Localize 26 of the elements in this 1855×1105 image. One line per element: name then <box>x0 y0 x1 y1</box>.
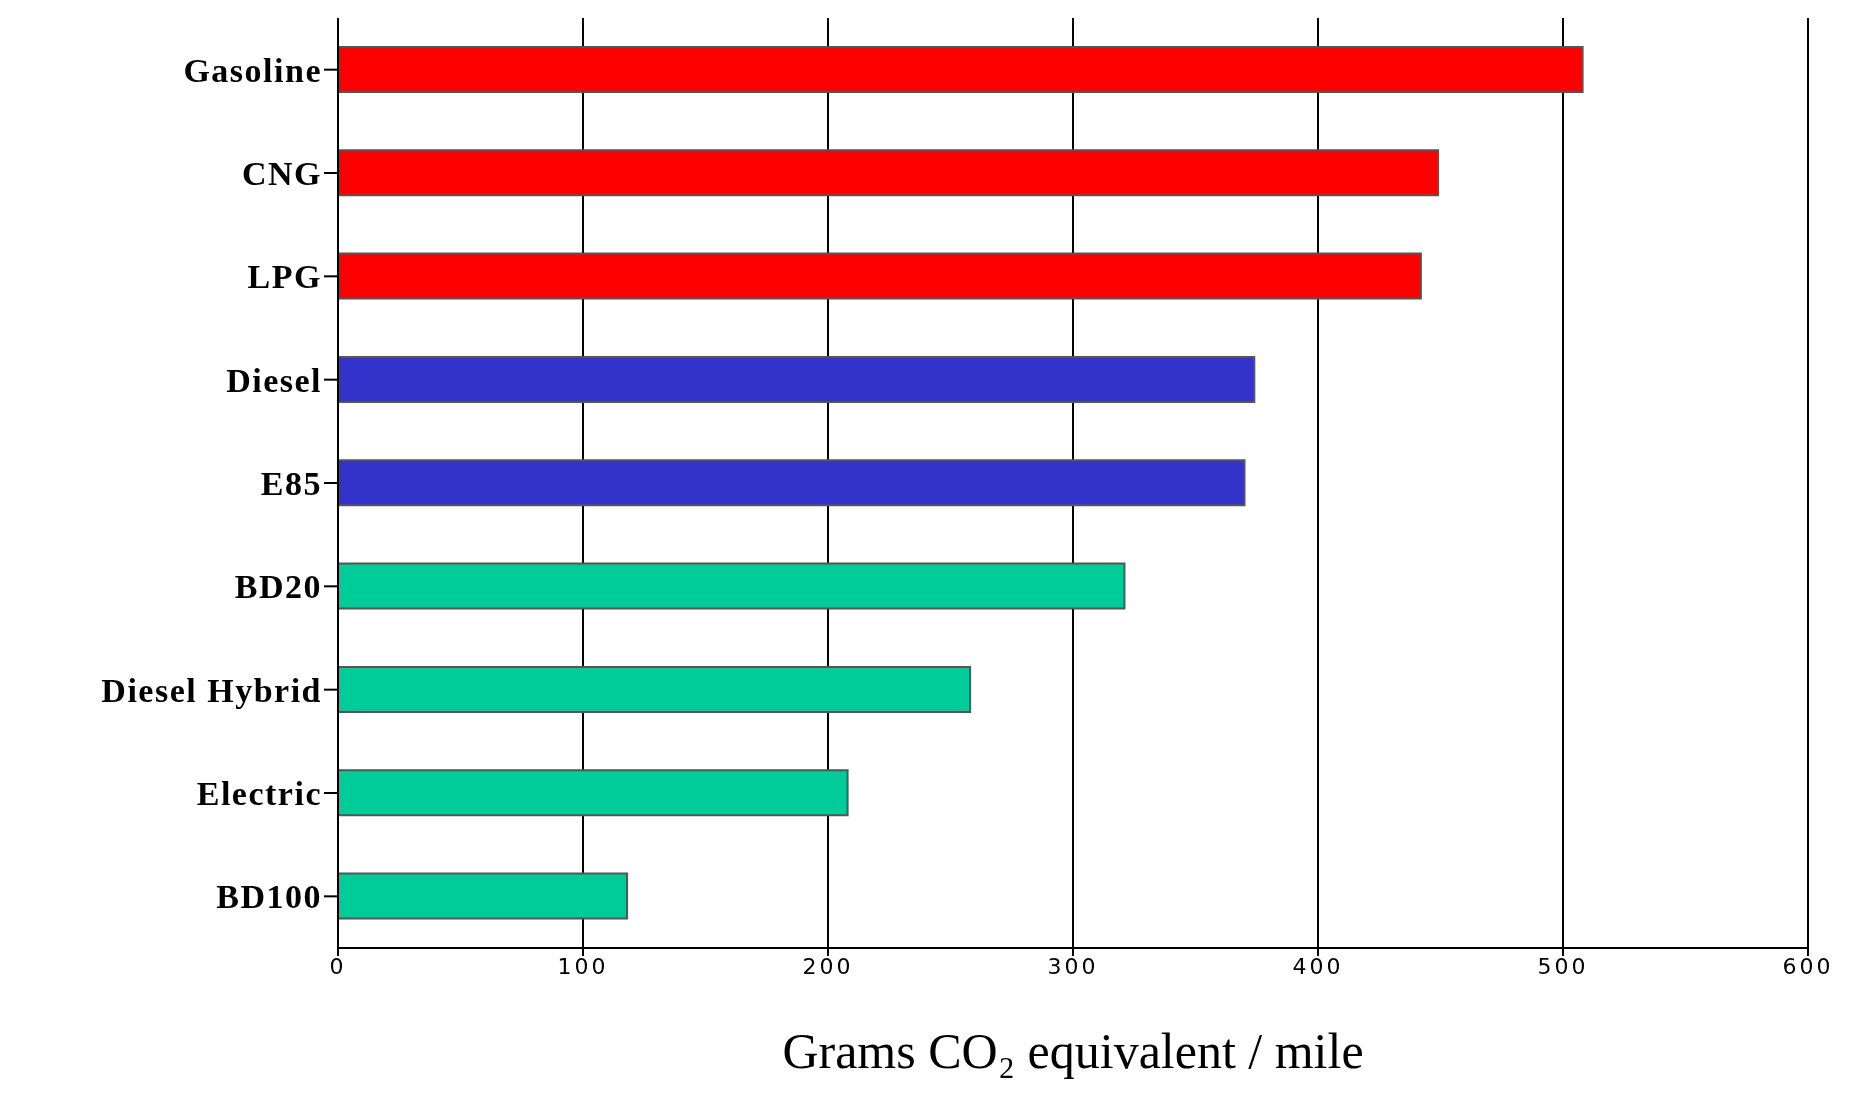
x-tick-label: 200 <box>802 953 854 979</box>
y-tick-label: E85 <box>260 465 322 503</box>
bar <box>338 665 972 713</box>
x-tick-label: 400 <box>1292 953 1344 979</box>
y-tick-label: Diesel <box>226 361 322 399</box>
bar <box>338 872 629 920</box>
y-tick-label: CNG <box>241 155 322 193</box>
bar <box>338 769 849 817</box>
bar <box>338 562 1126 610</box>
x-tick-label: 100 <box>557 953 609 979</box>
x-tick-label: 600 <box>1782 953 1834 979</box>
x-tick-label: 500 <box>1537 953 1589 979</box>
bar <box>338 252 1422 300</box>
y-tick-label: BD20 <box>234 568 322 606</box>
bar <box>338 45 1584 93</box>
x-tick-label: 300 <box>1047 953 1099 979</box>
y-tick-label: Diesel Hybrid <box>101 671 322 709</box>
x-axis-title: Grams CO₂ equivalent / mile <box>782 1023 1364 1079</box>
y-tick-label: BD100 <box>216 878 322 916</box>
bar <box>338 459 1246 507</box>
y-tick-label: LPG <box>247 258 322 296</box>
x-tick-label: 0 <box>329 953 347 979</box>
y-tick-label: Gasoline <box>183 51 322 89</box>
bar <box>338 149 1440 197</box>
y-tick-label: Electric <box>196 775 322 813</box>
bar <box>338 355 1256 403</box>
